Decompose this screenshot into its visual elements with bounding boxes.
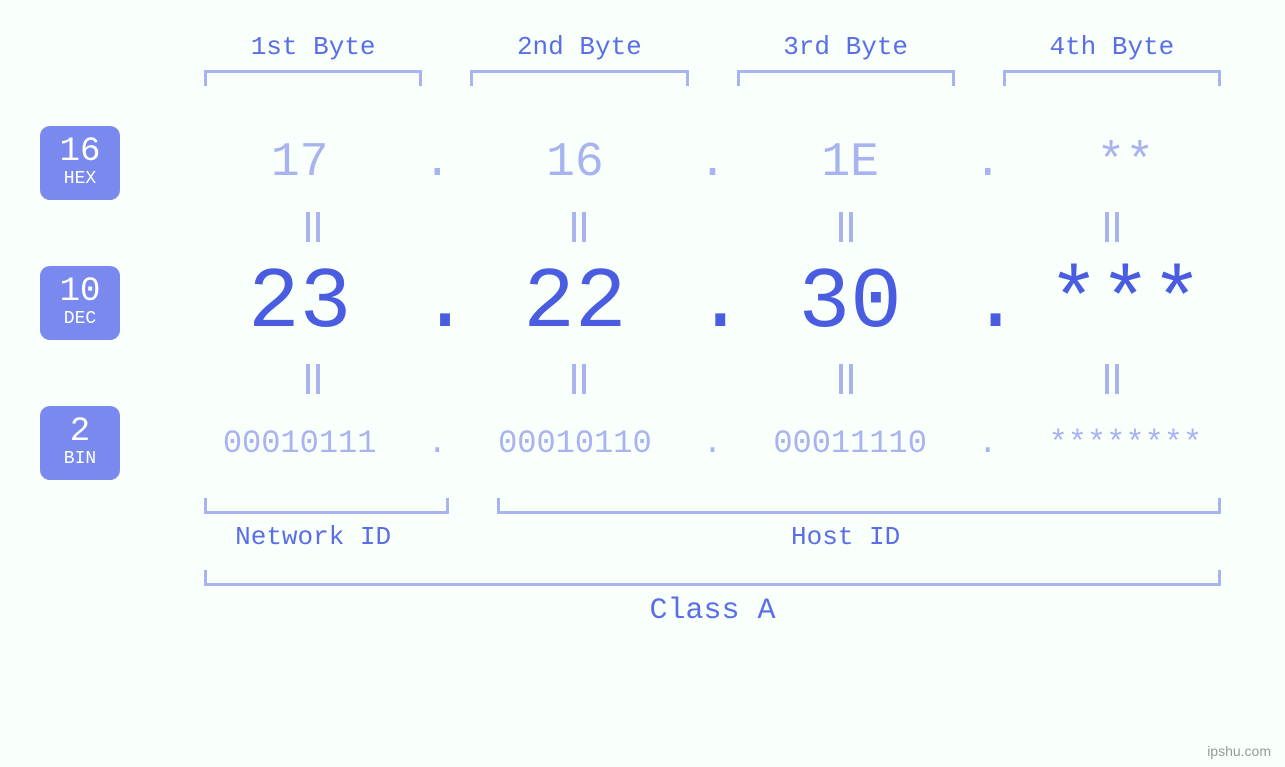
hex-sep-2: . bbox=[695, 136, 731, 190]
bin-val-1: 00010111 bbox=[180, 425, 419, 462]
bin-val-3: 00011110 bbox=[731, 425, 970, 462]
equals-icon bbox=[1105, 364, 1119, 394]
bin-row: 2 BIN 00010111 . 00010110 . 00011110 . *… bbox=[40, 406, 1245, 480]
byte-header-3: 3rd Byte bbox=[713, 32, 979, 62]
eq-2-4 bbox=[979, 364, 1245, 394]
eq-1-3 bbox=[713, 212, 979, 242]
class-label: Class A bbox=[180, 594, 1245, 628]
hex-values: 17 . 16 . 1E . ** bbox=[180, 136, 1245, 190]
dec-sep-2: . bbox=[695, 254, 731, 352]
bin-sep-2: . bbox=[695, 425, 731, 462]
bracket-byte-1 bbox=[204, 70, 422, 86]
hex-val-3: 1E bbox=[731, 136, 970, 190]
bracket-byte-4 bbox=[1003, 70, 1221, 86]
eq-row-1 bbox=[180, 212, 1245, 242]
eq-1-4 bbox=[979, 212, 1245, 242]
hex-val-1: 17 bbox=[180, 136, 419, 190]
eq-1-2 bbox=[446, 212, 712, 242]
host-id-label: Host ID bbox=[446, 522, 1245, 552]
dec-badge: 10 DEC bbox=[40, 266, 120, 340]
dec-val-2: 22 bbox=[455, 254, 694, 352]
bin-val-4: ******** bbox=[1006, 425, 1245, 462]
dec-val-1: 23 bbox=[180, 254, 419, 352]
equals-icon bbox=[306, 212, 320, 242]
equals-icon bbox=[839, 212, 853, 242]
network-bracket bbox=[204, 498, 449, 514]
hex-base-label: HEX bbox=[64, 169, 96, 191]
eq-row-2 bbox=[180, 364, 1245, 394]
hex-val-4: ** bbox=[1006, 136, 1245, 190]
network-id-label: Network ID bbox=[180, 522, 446, 552]
dec-base-num: 10 bbox=[60, 275, 101, 309]
bin-sep-3: . bbox=[970, 425, 1006, 462]
byte-header-2: 2nd Byte bbox=[446, 32, 712, 62]
bin-base-label: BIN bbox=[64, 449, 96, 471]
dec-val-4: *** bbox=[1006, 254, 1245, 352]
hex-row: 16 HEX 17 . 16 . 1E . ** bbox=[40, 126, 1245, 200]
byte-header-4: 4th Byte bbox=[979, 32, 1245, 62]
watermark: ipshu.com bbox=[1207, 743, 1271, 759]
dec-sep-1: . bbox=[419, 254, 455, 352]
hex-sep-1: . bbox=[419, 136, 455, 190]
bin-badge: 2 BIN bbox=[40, 406, 120, 480]
dec-values: 23 . 22 . 30 . *** bbox=[180, 254, 1245, 352]
eq-2-2 bbox=[446, 364, 712, 394]
hex-base-num: 16 bbox=[60, 135, 101, 169]
hex-val-2: 16 bbox=[455, 136, 694, 190]
equals-icon bbox=[839, 364, 853, 394]
eq-1-1 bbox=[180, 212, 446, 242]
equals-icon bbox=[1105, 212, 1119, 242]
eq-2-3 bbox=[713, 364, 979, 394]
equals-icon bbox=[306, 364, 320, 394]
class-bracket-row bbox=[180, 570, 1245, 586]
id-brackets bbox=[180, 498, 1245, 514]
bin-values: 00010111 . 00010110 . 00011110 . *******… bbox=[180, 425, 1245, 462]
bracket-byte-2 bbox=[470, 70, 688, 86]
id-labels: Network ID Host ID bbox=[180, 522, 1245, 552]
dec-base-label: DEC bbox=[64, 309, 96, 331]
dec-row: 10 DEC 23 . 22 . 30 . *** bbox=[40, 254, 1245, 352]
ip-diagram: 1st Byte 2nd Byte 3rd Byte 4th Byte 16 H… bbox=[0, 0, 1285, 767]
class-bracket bbox=[204, 570, 1221, 586]
hex-sep-3: . bbox=[970, 136, 1006, 190]
eq-2-1 bbox=[180, 364, 446, 394]
bin-sep-1: . bbox=[419, 425, 455, 462]
equals-icon bbox=[572, 212, 586, 242]
dec-val-3: 30 bbox=[731, 254, 970, 352]
byte-header-row: 1st Byte 2nd Byte 3rd Byte 4th Byte bbox=[180, 32, 1245, 62]
bin-base-num: 2 bbox=[70, 415, 90, 449]
hex-badge: 16 HEX bbox=[40, 126, 120, 200]
host-bracket bbox=[497, 498, 1221, 514]
data-area: 16 HEX 17 . 16 . 1E . ** 10 DEC bbox=[40, 126, 1245, 480]
equals-icon bbox=[572, 364, 586, 394]
top-brackets bbox=[180, 70, 1245, 86]
bin-val-2: 00010110 bbox=[455, 425, 694, 462]
dec-sep-3: . bbox=[970, 254, 1006, 352]
byte-header-1: 1st Byte bbox=[180, 32, 446, 62]
bracket-byte-3 bbox=[737, 70, 955, 86]
